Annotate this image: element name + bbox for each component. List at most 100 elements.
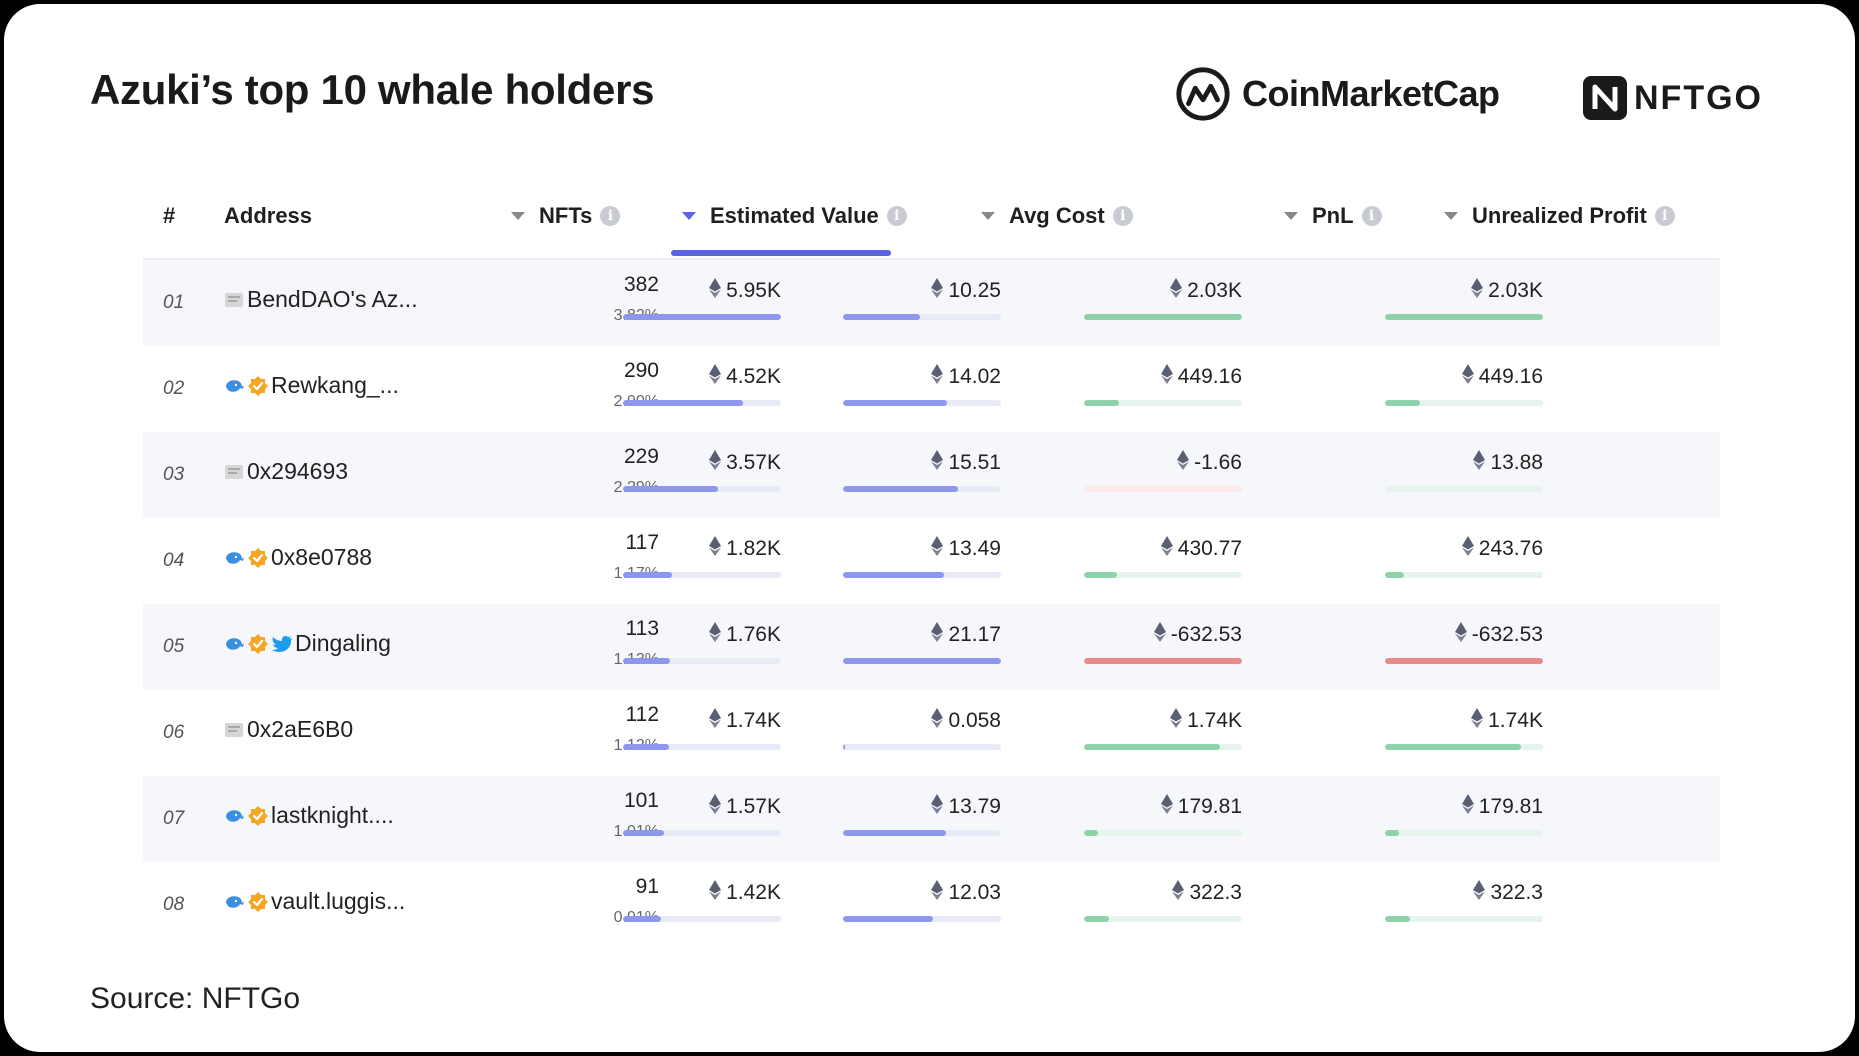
nft-count: 117: [625, 531, 659, 554]
table-row[interactable]: 05 Dingaling 113 1.13% 1.76K 21.17 -632.…: [143, 604, 1720, 690]
eth-icon: [1170, 278, 1187, 304]
avg-cost-cell: 13.79: [843, 794, 1001, 836]
table-row[interactable]: 04 0x8e0788 117 1.17% 1.82K 13.49 430.77…: [143, 518, 1720, 604]
eth-icon: [1471, 278, 1488, 304]
avg-cost-bar: [843, 658, 1001, 664]
pnl-cell: 2.03K: [1084, 278, 1242, 320]
sort-caret-icon[interactable]: [1284, 212, 1298, 220]
estimated-value-cell: 1.42K: [623, 880, 781, 922]
address-cell[interactable]: lastknight....: [223, 802, 394, 829]
unrealized-profit-bar: [1385, 486, 1543, 492]
info-icon[interactable]: i: [600, 206, 621, 226]
address-cell[interactable]: 0x294693: [223, 458, 348, 485]
avg-cost-value: 0.058: [948, 709, 1001, 732]
avg-cost-value: 21.17: [948, 623, 1001, 646]
unrealized-profit-cell: 1.74K: [1385, 708, 1543, 750]
address-cell[interactable]: BendDAO's Az...: [223, 286, 418, 313]
verified-badge-icon: [247, 891, 269, 913]
verified-badge-icon: [247, 633, 269, 655]
info-icon[interactable]: i: [1112, 206, 1133, 226]
nftgo-wordmark: NFTGO: [1634, 78, 1763, 117]
unrealized-profit-value: 322.3: [1490, 881, 1543, 904]
address-label[interactable]: BendDAO's Az...: [247, 286, 418, 312]
avg-cost-cell: 15.51: [843, 450, 1001, 492]
avg-cost-bar-fill: [843, 572, 945, 578]
eth-icon: [1473, 450, 1490, 476]
eth-icon: [1160, 794, 1178, 820]
avg-cost-bar: [843, 486, 1001, 492]
nftgo-logo-icon: [1583, 76, 1627, 120]
table-row[interactable]: 01 BendDAO's Az... 382 3.82% 5.95K 10.25…: [143, 260, 1720, 346]
address-cell[interactable]: 0x8e0788: [223, 544, 372, 571]
info-icon[interactable]: i: [1654, 206, 1675, 226]
whale-holders-table: # Address NFTs i Estimated Value i Avg Cos…: [143, 180, 1720, 948]
pnl-cell: 179.81: [1084, 794, 1242, 836]
column-header-avg-cost[interactable]: Avg Cost i: [981, 198, 1133, 234]
unrealized-profit-value: 449.16: [1478, 365, 1543, 388]
sort-caret-icon[interactable]: [682, 212, 696, 220]
address-label[interactable]: vault.luggis...: [271, 888, 406, 914]
table-row[interactable]: 02 Rewkang_... 290 2.90% 4.52K 14.02 449…: [143, 346, 1720, 432]
coinmarketcap-wordmark: CoinMarketCap: [1242, 73, 1500, 114]
estimated-value: 4.52K: [726, 365, 781, 388]
pnl-bar: [1084, 314, 1242, 320]
estimated-value-bar: [623, 916, 781, 922]
coinmarketcap-logo-icon: [1176, 67, 1230, 121]
avg-cost-value: 15.51: [948, 451, 1001, 474]
estimated-value-bar: [623, 572, 781, 578]
address-cell[interactable]: 0x2aE6B0: [223, 716, 353, 743]
pnl-bar-fill: [1084, 830, 1099, 836]
sort-caret-icon[interactable]: [511, 212, 525, 220]
address-cell[interactable]: Rewkang_...: [223, 372, 399, 399]
address-label[interactable]: 0x2aE6B0: [247, 716, 354, 742]
address-label[interactable]: 0x8e0788: [271, 544, 373, 570]
estimated-value-bar: [623, 486, 781, 492]
pnl-bar: [1084, 916, 1242, 922]
pnl-cell: -632.53: [1084, 622, 1242, 664]
eth-icon: [1471, 708, 1488, 734]
avg-cost-bar-fill: [843, 744, 845, 750]
table-row[interactable]: 03 0x294693 229 2.29% 3.57K 15.51 -1.66 …: [143, 432, 1720, 518]
column-header-nfts[interactable]: NFTs i: [511, 198, 621, 234]
table-row[interactable]: 06 0x2aE6B0 112 1.12% 1.74K 0.058 1.74K …: [143, 690, 1720, 776]
unrealized-profit-cell: -632.53: [1385, 622, 1543, 664]
eth-icon: [931, 536, 948, 562]
column-header-unrealized-profit[interactable]: Unrealized Profit i: [1444, 198, 1675, 234]
avg-cost-value: 13.49: [948, 537, 1001, 560]
table-header: # Address NFTs i Estimated Value i Avg Cos…: [143, 180, 1720, 260]
estimated-value: 1.42K: [726, 881, 781, 904]
pnl-bar-fill: [1084, 916, 1110, 922]
address-label[interactable]: Dingaling: [295, 630, 391, 656]
info-icon[interactable]: i: [1361, 206, 1382, 226]
pnl-bar-fill: [1084, 400, 1119, 406]
unrealized-profit-cell: 322.3: [1385, 880, 1543, 922]
unrealized-profit-value: 243.76: [1478, 537, 1543, 560]
address-label[interactable]: Rewkang_...: [271, 372, 399, 398]
sort-caret-icon[interactable]: [981, 212, 995, 220]
address-label[interactable]: 0x294693: [247, 458, 349, 484]
avg-cost-bar: [843, 916, 1001, 922]
info-icon[interactable]: i: [886, 206, 907, 226]
table-row[interactable]: 08 vault.luggis... 91 0.91% 1.42K 12.03 …: [143, 862, 1720, 948]
table-row[interactable]: 07 lastknight.... 101 1.01% 1.57K 13.79 …: [143, 776, 1720, 862]
eth-icon: [1461, 364, 1479, 390]
address-cell[interactable]: vault.luggis...: [223, 888, 405, 915]
sort-caret-icon[interactable]: [1444, 212, 1458, 220]
address-label[interactable]: lastknight....: [271, 802, 394, 828]
estimated-value-cell: 4.52K: [623, 364, 781, 406]
pnl-bar: [1084, 658, 1242, 664]
column-header-estimated-value[interactable]: Estimated Value i: [682, 198, 907, 234]
rank-cell: 02: [163, 378, 185, 399]
pnl-value: 1.74K: [1187, 709, 1242, 732]
column-header-address: Address: [224, 203, 313, 228]
column-header-pnl[interactable]: PnL i: [1284, 198, 1382, 234]
estimated-value: 5.95K: [726, 279, 781, 302]
estimated-value-bar: [623, 830, 781, 836]
estimated-value: 1.74K: [726, 709, 781, 732]
address-cell[interactable]: Dingaling: [223, 630, 391, 657]
estimated-value: 3.57K: [726, 451, 781, 474]
eth-icon: [1177, 450, 1194, 476]
eth-icon: [709, 794, 726, 820]
pnl-bar: [1084, 486, 1242, 492]
avg-cost-cell: 12.03: [843, 880, 1001, 922]
